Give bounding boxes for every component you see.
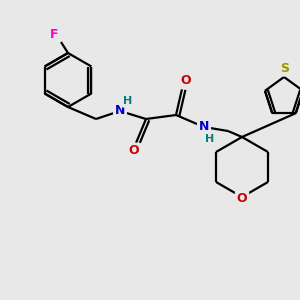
Text: O: O <box>237 193 247 206</box>
Text: H: H <box>206 134 214 144</box>
Text: N: N <box>199 121 209 134</box>
Text: S: S <box>280 61 290 74</box>
Text: N: N <box>115 104 125 118</box>
Text: H: H <box>123 96 133 106</box>
Text: O: O <box>181 74 191 88</box>
Text: O: O <box>129 145 139 158</box>
Text: F: F <box>50 28 58 40</box>
